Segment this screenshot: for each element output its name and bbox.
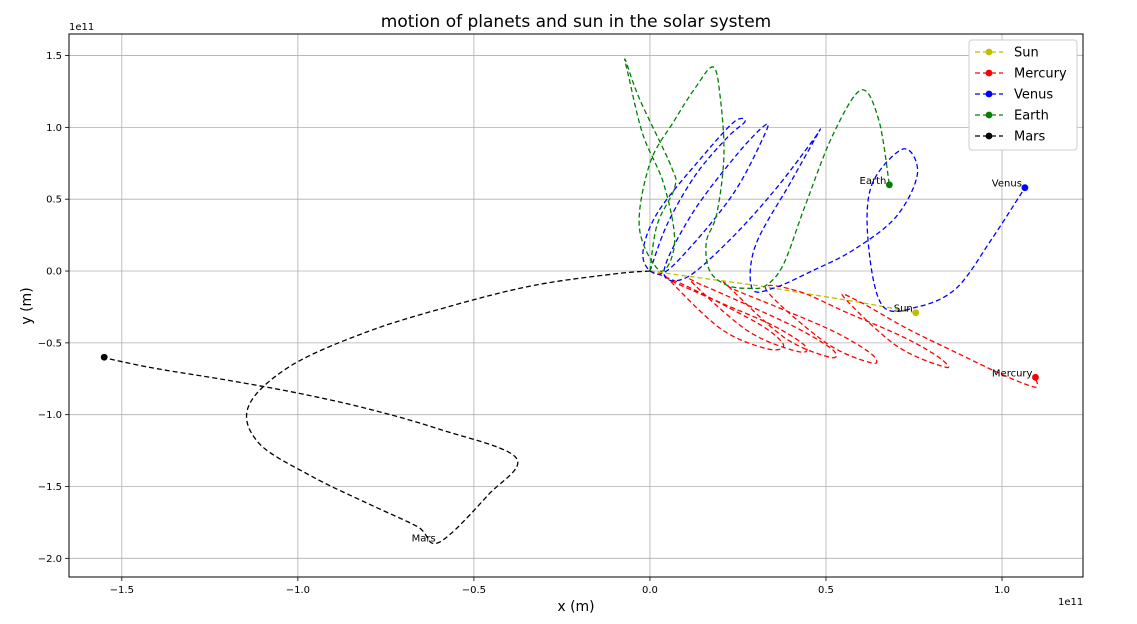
x-tick-label: 1.0 [994, 585, 1010, 596]
y-tick-label: −2.0 [38, 554, 62, 565]
x-tick-label: −1.5 [110, 585, 134, 596]
legend-marker-mars [985, 132, 993, 140]
sun-marker [912, 309, 920, 317]
annotation-earth: Earth [860, 176, 887, 187]
venus-trajectory [642, 117, 1026, 313]
y-tick-label: 1.5 [46, 51, 62, 62]
x-tick-label: −1.0 [286, 585, 310, 596]
sun-trajectory [649, 270, 916, 314]
legend-box [968, 39, 1078, 151]
annotation-venus: Venus [992, 179, 1022, 190]
mars-marker [100, 353, 108, 361]
mercury-marker [1032, 373, 1039, 381]
earth-trajectory [624, 58, 891, 290]
ticks: −1.5 −1.0 −0.5 0.0 0.5 1.0 −2.0 −1.5 −1.0 −0.5 0.0… [38, 51, 1010, 596]
y-tick-label: 0.0 [46, 267, 62, 278]
y-tick-label: 1.0 [46, 123, 62, 134]
legend-label-mars: Mars [1014, 130, 1046, 145]
legend: Sun Mercury Venus Earth Mars [968, 39, 1078, 151]
legend-label-venus: Venus [1014, 88, 1053, 103]
x-axis-label: x (m) [557, 599, 594, 615]
x-offset-text: 1e11 [1058, 597, 1083, 608]
legend-marker-mercury [985, 69, 993, 77]
legend-label-sun: Sun [1014, 46, 1039, 61]
y-axis-label: y (m) [19, 287, 35, 324]
y-offset-text: 1e11 [69, 22, 94, 33]
chart-title: motion of planets and sun in the solar s… [381, 12, 771, 32]
series-layer [100, 58, 1039, 545]
annotation-layer: Sun Mercury Venus Earth Mars [412, 176, 1033, 545]
x-tick-label: −0.5 [462, 585, 486, 596]
x-tick-label: 0.0 [642, 585, 658, 596]
legend-marker-sun [985, 48, 993, 56]
venus-marker [1021, 184, 1029, 192]
x-tick-label: 0.5 [818, 585, 834, 596]
annotation-sun: Sun [894, 304, 913, 315]
plot-frame [68, 33, 1084, 578]
legend-label-earth: Earth [1014, 109, 1049, 124]
y-tick-label: 0.5 [46, 195, 62, 206]
annotation-mars: Mars [412, 534, 436, 545]
y-tick-label: −0.5 [38, 338, 62, 349]
earth-marker [885, 181, 893, 189]
legend-marker-venus [985, 90, 993, 98]
annotation-mercury: Mercury [992, 368, 1033, 379]
mercury-trajectory [649, 270, 1039, 388]
legend-marker-earth [985, 111, 993, 119]
y-tick-label: −1.0 [38, 410, 62, 421]
y-tick-label: −1.5 [38, 482, 62, 493]
legend-label-mercury: Mercury [1014, 67, 1067, 82]
